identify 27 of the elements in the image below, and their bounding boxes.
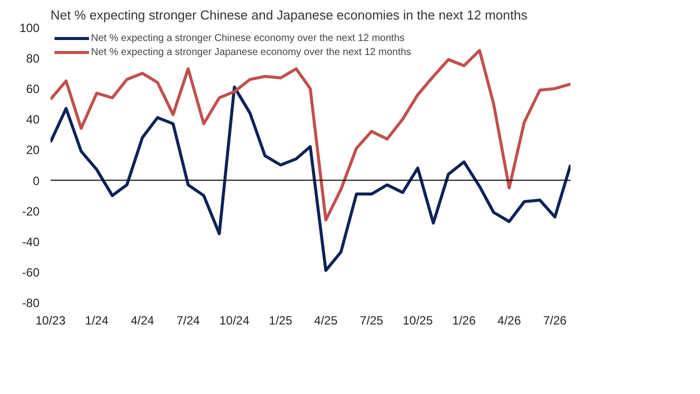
x-tick-label: 4/26: [498, 314, 522, 328]
x-tick-label: 7/26: [543, 314, 567, 328]
legend-label: Net % expecting a stronger Chinese economy over the next 12 months: [91, 32, 405, 45]
y-tick-label: 80: [26, 52, 40, 66]
x-tick-label: 10/24: [219, 314, 250, 328]
y-tick-label: -40: [22, 234, 40, 249]
x-tick-label: 1/24: [85, 314, 109, 328]
y-tick-label: -60: [22, 265, 40, 280]
y-tick-label: 20: [26, 143, 40, 158]
chart-title: Net % expecting stronger Chinese and Japanese economies in the next 12 months: [50, 8, 528, 22]
x-tick-label: 7/24: [176, 314, 200, 328]
x-tick-label: 7/25: [360, 314, 384, 328]
x-tick-label: 10/23: [35, 314, 66, 328]
y-tick-label: 0: [32, 174, 40, 188]
y-tick-label: -20: [22, 204, 40, 218]
x-tick-label: 4/24: [130, 314, 154, 328]
x-tick-label: 10/25: [402, 314, 434, 328]
x-tick-label: 1/26: [452, 314, 476, 328]
legend-label: Net % expecting a stronger Japanese economy over the next 12 months: [91, 46, 412, 59]
y-tick-label: 40: [26, 112, 40, 127]
y-tick-label: 100: [19, 21, 40, 35]
x-tick-label: 1/25: [268, 314, 293, 328]
line-series: [50, 48, 570, 222]
line-series: [50, 86, 570, 272]
y-tick-label: 60: [26, 82, 40, 96]
y-tick-label: -80: [22, 296, 40, 310]
x-tick-label: 4/25: [314, 314, 338, 328]
